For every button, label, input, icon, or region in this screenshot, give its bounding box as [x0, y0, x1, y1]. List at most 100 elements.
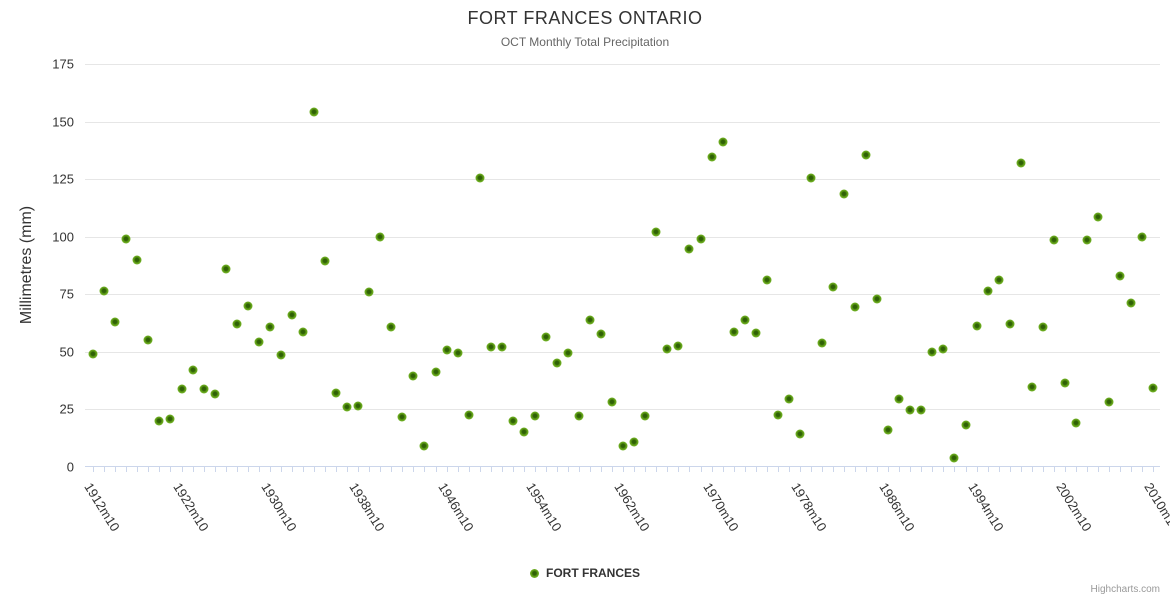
data-point[interactable] [342, 402, 352, 412]
data-point[interactable] [1137, 232, 1147, 241]
data-point[interactable] [828, 282, 838, 292]
data-point[interactable] [287, 310, 297, 320]
data-point[interactable] [872, 294, 882, 304]
data-point[interactable] [629, 437, 639, 447]
data-point[interactable] [132, 255, 142, 264]
data-point[interactable] [143, 335, 153, 345]
data-point[interactable] [1071, 418, 1081, 428]
data-point[interactable] [684, 244, 694, 254]
data-point[interactable] [1104, 397, 1114, 407]
data-point[interactable] [894, 394, 904, 404]
data-point[interactable] [486, 342, 496, 352]
data-point[interactable] [199, 384, 209, 394]
data-point[interactable] [331, 388, 341, 398]
data-point[interactable] [563, 348, 573, 358]
data-point[interactable] [762, 275, 772, 285]
data-point[interactable] [375, 232, 385, 241]
data-point[interactable] [177, 384, 187, 394]
data-point[interactable] [1027, 382, 1037, 392]
x-tick-mark [291, 467, 293, 472]
data-point[interactable] [552, 358, 562, 368]
data-point[interactable] [1016, 158, 1026, 168]
data-point[interactable] [1060, 378, 1070, 388]
data-point[interactable] [707, 152, 717, 162]
data-point[interactable] [905, 405, 915, 415]
data-point[interactable] [861, 150, 871, 160]
data-point[interactable] [938, 344, 948, 354]
data-point[interactable] [397, 412, 407, 422]
data-point[interactable] [883, 425, 893, 435]
data-point[interactable] [994, 275, 1004, 285]
data-point[interactable] [232, 319, 242, 329]
data-point[interactable] [276, 350, 286, 360]
data-point[interactable] [718, 137, 728, 147]
data-point[interactable] [408, 371, 418, 381]
data-point[interactable] [983, 286, 993, 296]
data-point[interactable] [1005, 319, 1015, 329]
data-point[interactable] [464, 410, 474, 420]
data-point[interactable] [419, 441, 429, 451]
data-point[interactable] [1148, 383, 1158, 393]
data-point[interactable] [431, 367, 440, 377]
data-point[interactable] [729, 327, 739, 337]
data-point[interactable] [99, 286, 109, 296]
data-point[interactable] [1049, 235, 1059, 245]
data-point[interactable] [651, 227, 661, 237]
data-point[interactable] [508, 416, 518, 425]
data-point[interactable] [795, 429, 805, 439]
data-point[interactable] [364, 287, 374, 297]
data-point[interactable] [221, 264, 231, 274]
data-point[interactable] [817, 338, 827, 348]
data-point[interactable] [121, 234, 131, 244]
data-point[interactable] [210, 389, 220, 399]
data-point[interactable] [1038, 322, 1048, 332]
data-point[interactable] [320, 256, 330, 266]
data-point[interactable] [585, 315, 595, 325]
data-point[interactable] [88, 349, 98, 359]
data-point[interactable] [839, 189, 849, 199]
data-point[interactable] [530, 411, 540, 421]
data-point[interactable] [972, 321, 982, 331]
data-point[interactable] [110, 317, 120, 327]
data-point[interactable] [298, 327, 308, 337]
data-point[interactable] [927, 347, 937, 356]
data-point[interactable] [662, 344, 672, 354]
legend-item-fort-frances[interactable]: FORT FRANCES [0, 562, 1170, 584]
data-point[interactable] [1093, 212, 1103, 222]
data-point[interactable] [740, 315, 750, 325]
data-point[interactable] [165, 414, 175, 424]
data-point[interactable] [574, 411, 584, 421]
data-point[interactable] [773, 410, 783, 420]
data-point[interactable] [751, 328, 761, 338]
data-point[interactable] [475, 173, 485, 183]
data-point[interactable] [188, 365, 198, 375]
data-point[interactable] [386, 322, 396, 332]
data-point[interactable] [243, 301, 253, 310]
data-point[interactable] [541, 332, 551, 342]
data-point[interactable] [1126, 298, 1136, 308]
data-point[interactable] [607, 397, 617, 407]
data-point[interactable] [949, 453, 959, 463]
data-point[interactable] [519, 427, 529, 437]
data-point[interactable] [696, 234, 705, 244]
data-point[interactable] [154, 416, 164, 425]
data-point[interactable] [961, 420, 971, 430]
data-point[interactable] [850, 302, 860, 312]
data-point[interactable] [618, 441, 628, 451]
data-point[interactable] [596, 329, 606, 339]
data-point[interactable] [309, 107, 319, 117]
data-point[interactable] [673, 341, 683, 351]
data-point[interactable] [640, 411, 650, 421]
data-point[interactable] [1115, 271, 1125, 281]
highcharts-credit-link[interactable]: Highcharts.com [1090, 584, 1160, 595]
data-point[interactable] [497, 342, 507, 352]
data-point[interactable] [254, 337, 264, 347]
data-point[interactable] [453, 348, 463, 358]
data-point[interactable] [442, 345, 452, 355]
data-point[interactable] [784, 394, 794, 404]
data-point[interactable] [353, 401, 363, 411]
data-point[interactable] [806, 173, 816, 183]
data-point[interactable] [265, 322, 275, 332]
data-point[interactable] [1082, 235, 1092, 245]
data-point[interactable] [916, 405, 926, 415]
